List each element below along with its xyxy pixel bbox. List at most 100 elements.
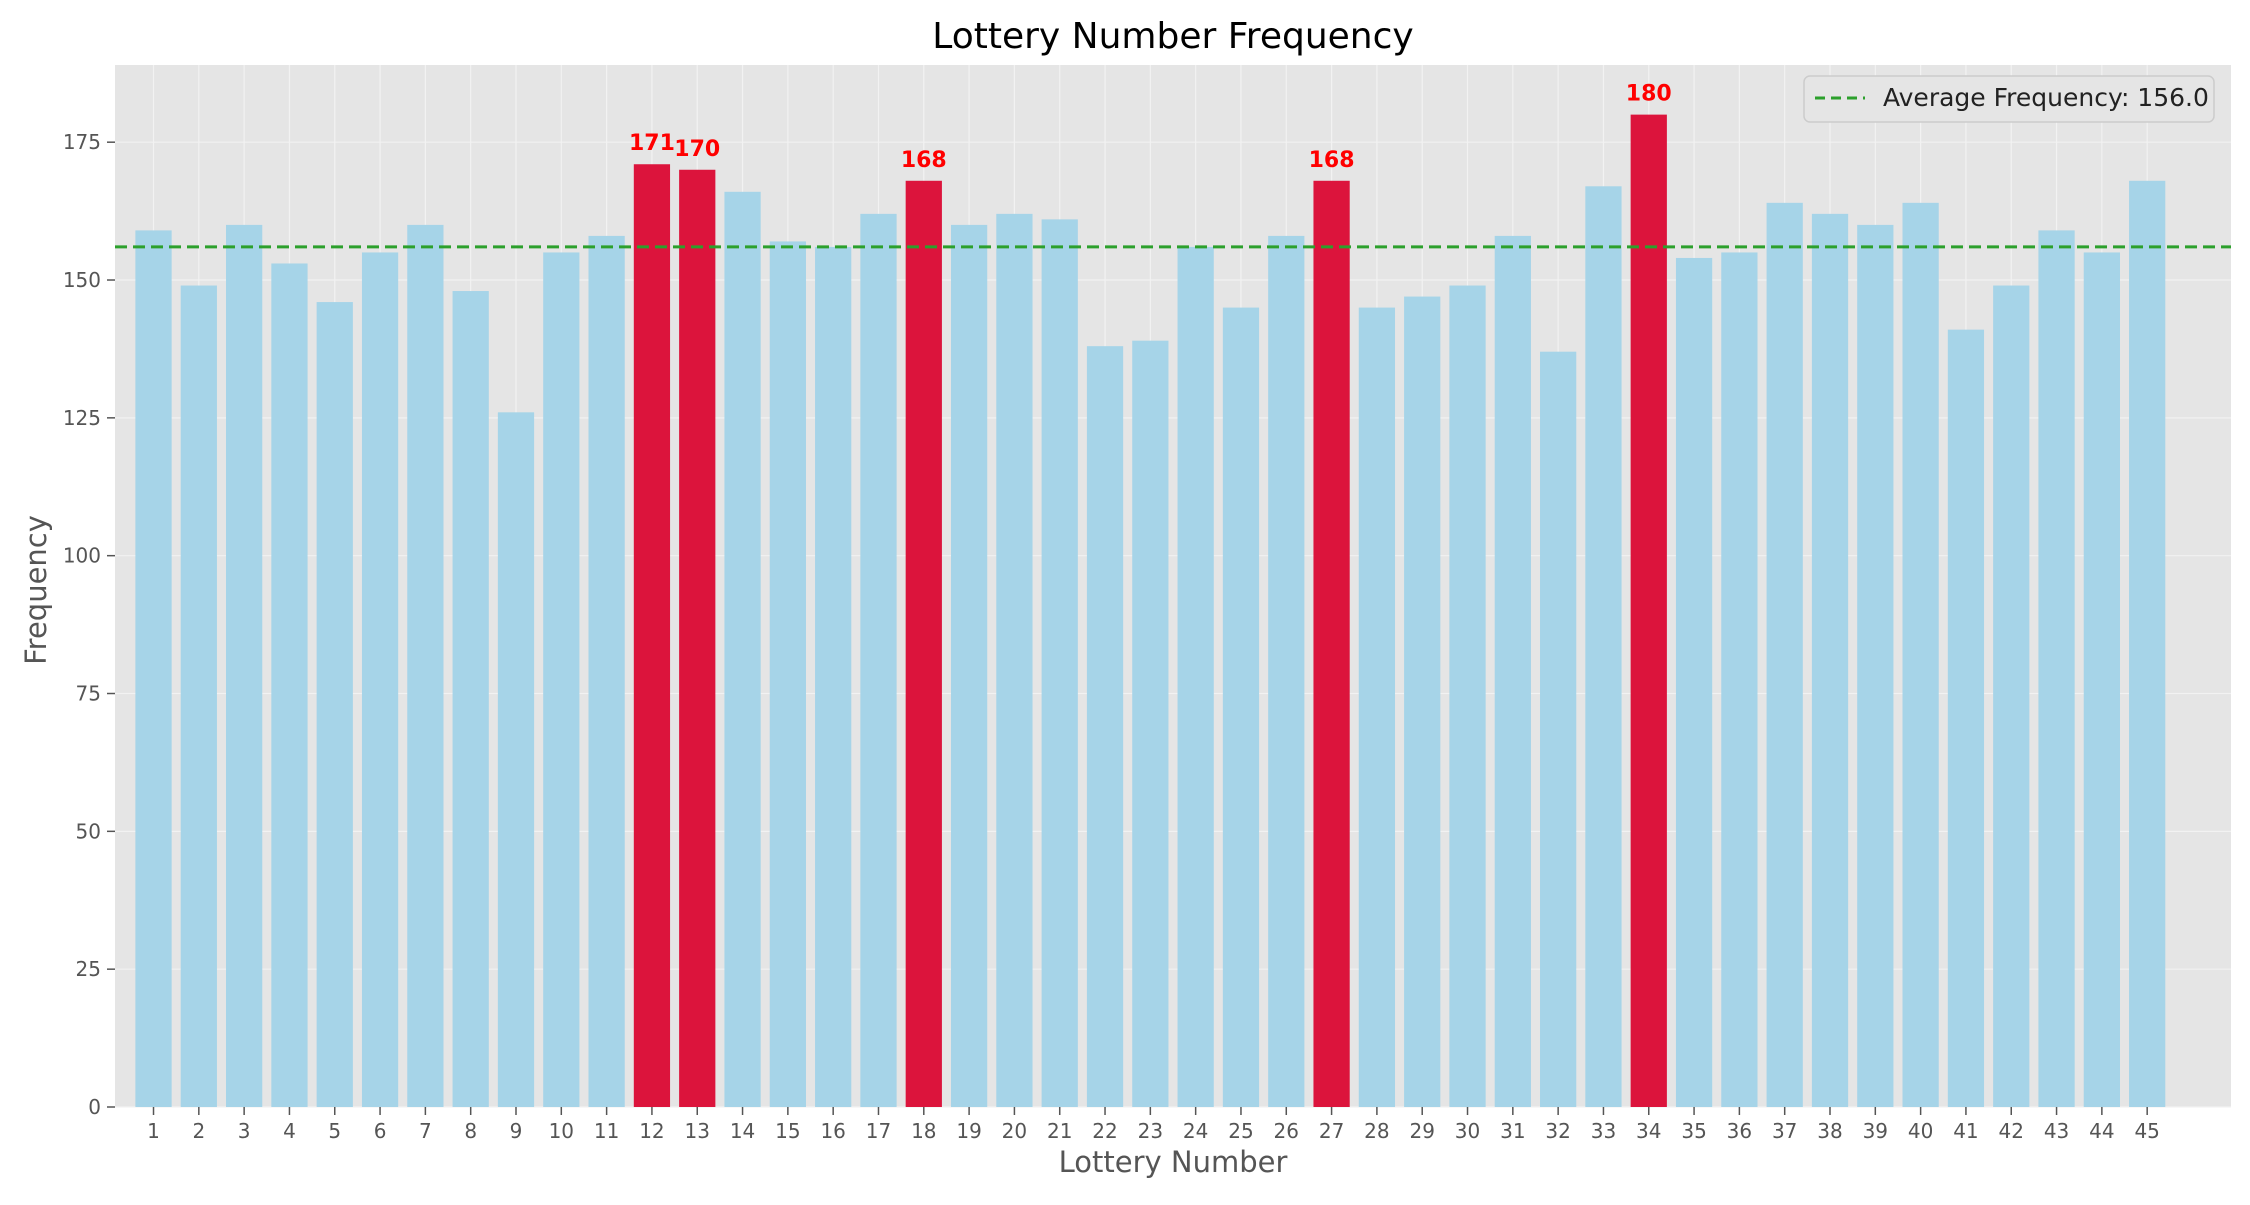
x-tick-label: 38 [1817,1119,1842,1143]
bar [135,230,172,1107]
x-tick-label: 44 [2089,1119,2114,1143]
x-tick-label: 19 [956,1119,981,1143]
bar [1086,346,1124,1108]
x-tick-label: 29 [1409,1119,1434,1143]
legend-box [1803,75,2215,123]
bar [1177,246,1214,1107]
x-tick-label: 1 [147,1119,160,1143]
bar [860,213,897,1107]
bar [1675,257,1713,1107]
x-tick-label: 34 [1636,1119,1661,1143]
bar [1585,186,1622,1107]
bar-value-label: 170 [674,137,720,162]
bar [1358,307,1396,1107]
bar [1721,252,1758,1108]
x-tick-label: 13 [685,1119,710,1143]
bar [2038,230,2075,1107]
bar [1494,235,1531,1108]
x-tick-label: 3 [238,1119,251,1143]
bar-value-label: 168 [901,148,947,173]
x-tick-label: 26 [1274,1119,1299,1143]
legend-average-label: Average Frequency: 156.0 [1883,83,2209,112]
x-tick-label: 37 [1772,1119,1797,1143]
x-tick-label: 12 [639,1119,664,1143]
x-tick-label: 11 [594,1119,619,1143]
bar-highlighted [1630,114,1667,1108]
bar [452,291,489,1107]
x-tick-label: 33 [1591,1119,1616,1143]
bar [1766,202,1803,1107]
bar-highlighted [1313,180,1350,1107]
y-tick-label: 75 [76,682,101,706]
bar [1811,213,1849,1107]
bar [543,252,580,1108]
bar [1540,351,1577,1107]
x-tick-label: 31 [1500,1119,1525,1143]
x-tick-label: 2 [192,1119,205,1143]
x-tick-label: 16 [820,1119,845,1143]
bar [1902,202,1939,1107]
bar [180,285,217,1107]
x-tick-label: 24 [1183,1119,1208,1143]
x-tick-label: 27 [1319,1119,1344,1143]
x-tick-label: 28 [1364,1119,1389,1143]
bar-value-label: 171 [629,131,675,156]
bar [1449,285,1486,1107]
bar-value-label: 168 [1309,148,1355,173]
y-tick-label: 0 [88,1095,101,1119]
bar-highlighted [679,169,716,1107]
x-tick-label: 14 [730,1119,755,1143]
y-tick-label: 150 [63,268,101,292]
bar-highlighted [905,180,942,1107]
bar [1041,219,1078,1108]
bar [2129,180,2166,1107]
x-tick-label: 4 [283,1119,296,1143]
bar [588,235,625,1108]
x-tick-label: 25 [1228,1119,1253,1143]
bar [769,241,806,1107]
x-tick-label: 40 [1908,1119,1933,1143]
bar [1268,235,1305,1108]
bar [407,224,444,1107]
x-tick-label: 43 [2044,1119,2069,1143]
x-tick-label: 41 [1953,1119,1978,1143]
x-tick-label: 17 [866,1119,891,1143]
bar [1222,307,1260,1107]
x-tick-label: 36 [1727,1119,1752,1143]
x-tick-label: 21 [1047,1119,1072,1143]
y-tick-label: 100 [63,544,101,568]
bar [316,302,353,1107]
x-tick-label: 22 [1092,1119,1117,1143]
x-tick-label: 18 [911,1119,936,1143]
bar-value-label: 180 [1626,82,1672,107]
y-tick-label: 125 [63,406,101,430]
x-axis-label: Lottery Number [1059,1145,1288,1179]
bar [271,263,308,1107]
bar [2083,252,2120,1108]
x-tick-label: 10 [549,1119,574,1143]
bar [1132,340,1169,1107]
bar [226,224,263,1107]
y-tick-label: 50 [76,819,101,843]
bar-highlighted [633,164,671,1107]
x-tick-label: 23 [1138,1119,1163,1143]
x-tick-label: 45 [2134,1119,2159,1143]
x-tick-label: 7 [419,1119,432,1143]
x-tick-label: 39 [1863,1119,1888,1143]
x-tick-label: 5 [328,1119,341,1143]
y-axis-label: Frequency [19,515,53,665]
x-tick-label: 35 [1681,1119,1706,1143]
bar [361,252,399,1108]
bar [1993,285,2030,1107]
bar [815,246,852,1107]
bar [1404,296,1441,1107]
x-tick-label: 8 [464,1119,477,1143]
x-tick-label: 30 [1455,1119,1480,1143]
y-tick-label: 175 [63,130,101,154]
bar [497,412,535,1107]
x-tick-label: 42 [1999,1119,2024,1143]
bar [996,213,1033,1107]
